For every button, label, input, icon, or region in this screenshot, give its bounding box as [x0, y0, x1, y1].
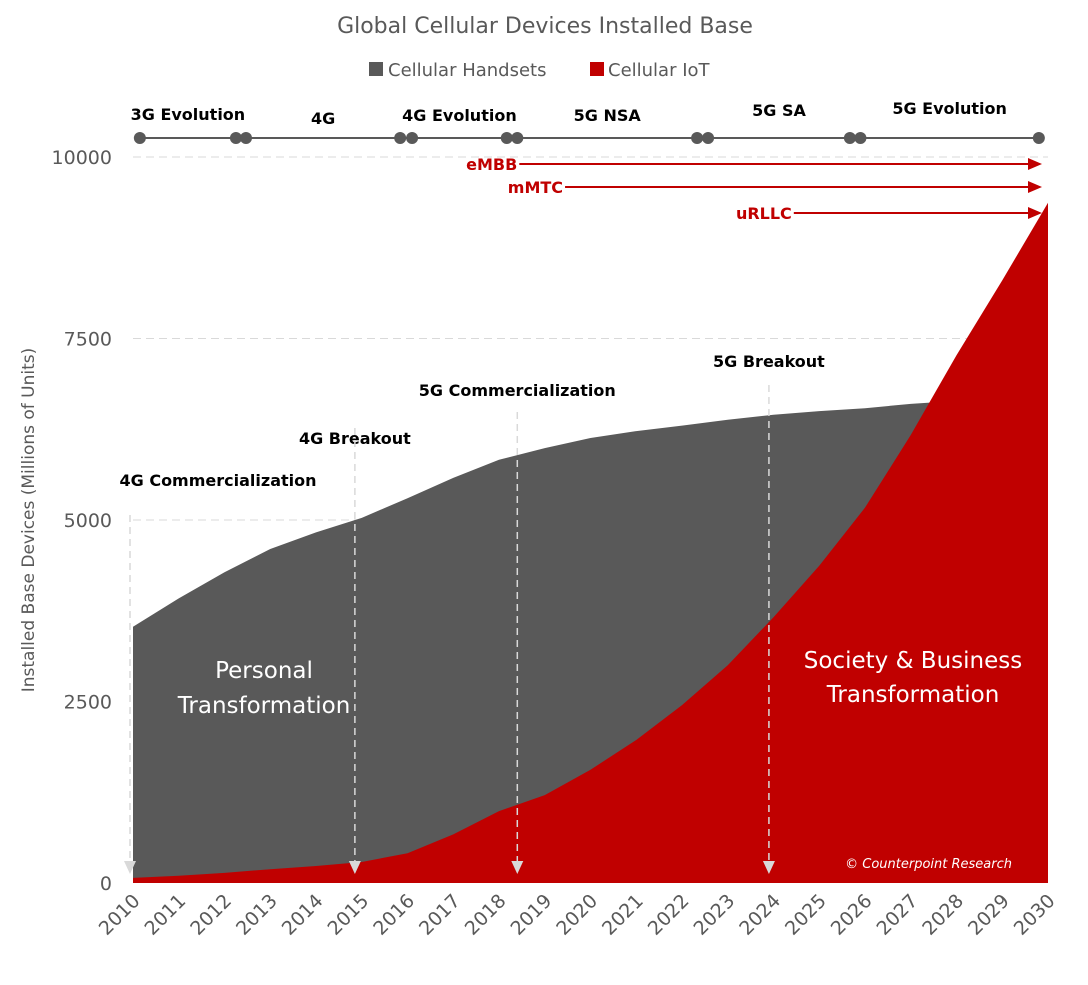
x-tick-label: 2021: [598, 890, 648, 940]
x-tick-label: 2014: [278, 890, 328, 940]
service-label: mMTC: [508, 178, 563, 197]
arrow-down-icon: [124, 861, 136, 874]
arrow-down-icon: [511, 861, 524, 874]
x-tick-label: 2010: [95, 890, 145, 940]
timeline-dot: [511, 132, 524, 144]
timeline-dot: [229, 132, 242, 144]
timeline-dot: [1032, 132, 1045, 144]
arrow-down-icon: [348, 861, 361, 874]
x-tick-label: 2025: [781, 890, 831, 940]
x-tick-label: 2029: [964, 890, 1014, 940]
x-tick-label: 2017: [415, 890, 465, 940]
timeline-dot: [500, 132, 513, 144]
timeline-dot: [691, 132, 704, 144]
legend-label-iot: Cellular IoT: [608, 60, 711, 81]
phase-label: 5G Evolution: [892, 99, 1007, 118]
y-tick-label: 7500: [64, 329, 112, 351]
x-tick-label: 2030: [1010, 890, 1060, 940]
region-labels: Personal Transformation Society & Busine…: [177, 648, 1023, 719]
phase-label: 3G Evolution: [131, 105, 246, 124]
y-tick-label: 5000: [64, 510, 112, 532]
x-tick-label: 2028: [918, 890, 968, 940]
region-label-society-1: Society & Business: [804, 648, 1022, 674]
x-tick-label: 2011: [141, 890, 191, 940]
x-tick-label: 2027: [873, 890, 923, 940]
service-label: eMBB: [466, 155, 517, 174]
arrow-head-icon: [1028, 207, 1042, 219]
x-tick-label: 2023: [690, 890, 740, 940]
region-label-personal-2: Transformation: [177, 693, 351, 719]
legend-label-handsets: Cellular Handsets: [388, 60, 547, 81]
arrow-head-icon: [1028, 181, 1042, 193]
phase-label: 5G NSA: [574, 106, 642, 125]
phase-label: 4G Evolution: [402, 106, 517, 125]
timeline-dot: [702, 132, 715, 144]
x-tick-label: 2012: [186, 890, 236, 940]
x-tick-label: 2020: [552, 890, 602, 940]
arrow-head-icon: [1028, 158, 1042, 170]
services: eMBB mMTC uRLLC: [466, 155, 1042, 223]
arrow-down-icon: [762, 861, 775, 874]
service-label: uRLLC: [736, 204, 792, 223]
timeline-dot: [854, 132, 867, 144]
phase-label: 5G SA: [752, 101, 806, 120]
milestone-label: 4G Commercialization: [119, 471, 316, 490]
phases-timeline: 3G Evolution 4G 4G Evolution 5G NSA 5G SA 5G …: [131, 99, 1045, 144]
x-tick-label: 2024: [735, 890, 785, 940]
y-tick-label: 0: [100, 873, 112, 895]
chart-title: Global Cellular Devices Installed Base: [337, 14, 753, 39]
legend-swatch-handsets: [369, 62, 383, 76]
region-label-personal-1: Personal: [215, 658, 313, 684]
x-tick-label: 2022: [644, 890, 694, 940]
y-tick-label: 10000: [52, 147, 112, 169]
y-ticks: 0 2500 5000 7500 10000: [52, 147, 112, 895]
x-tick-label: 2015: [324, 890, 374, 940]
timeline-dot: [133, 132, 146, 144]
legend: Cellular Handsets Cellular IoT: [369, 60, 711, 81]
copyright: © Counterpoint Research: [845, 857, 1012, 872]
x-tick-label: 2018: [461, 890, 511, 940]
area-cellular-iot: [133, 202, 1048, 883]
milestone-label: 4G Breakout: [299, 429, 411, 448]
x-tick-label: 2016: [369, 890, 419, 940]
x-tick-label: 2013: [232, 890, 282, 940]
x-ticks: 2010201120122013201420152016201720182019…: [95, 890, 1060, 940]
region-label-society-2: Transformation: [826, 682, 1000, 708]
areas: [133, 202, 1048, 883]
x-tick-label: 2019: [507, 890, 557, 940]
legend-swatch-iot: [590, 62, 604, 76]
milestones: 4G Commercialization 4G Breakout 5G Commer…: [119, 352, 825, 874]
y-tick-label: 2500: [64, 692, 112, 714]
milestone-label: 5G Breakout: [713, 352, 825, 371]
phase-label: 4G: [311, 109, 335, 128]
x-tick-label: 2026: [827, 890, 877, 940]
y-axis-label: Installed Base Devices (Millions of Unit…: [19, 348, 39, 693]
timeline-dot: [394, 132, 407, 144]
timeline-dot: [843, 132, 856, 144]
timeline-dot: [406, 132, 419, 144]
timeline-dot: [240, 132, 253, 144]
milestone-label: 5G Commercialization: [419, 381, 616, 400]
